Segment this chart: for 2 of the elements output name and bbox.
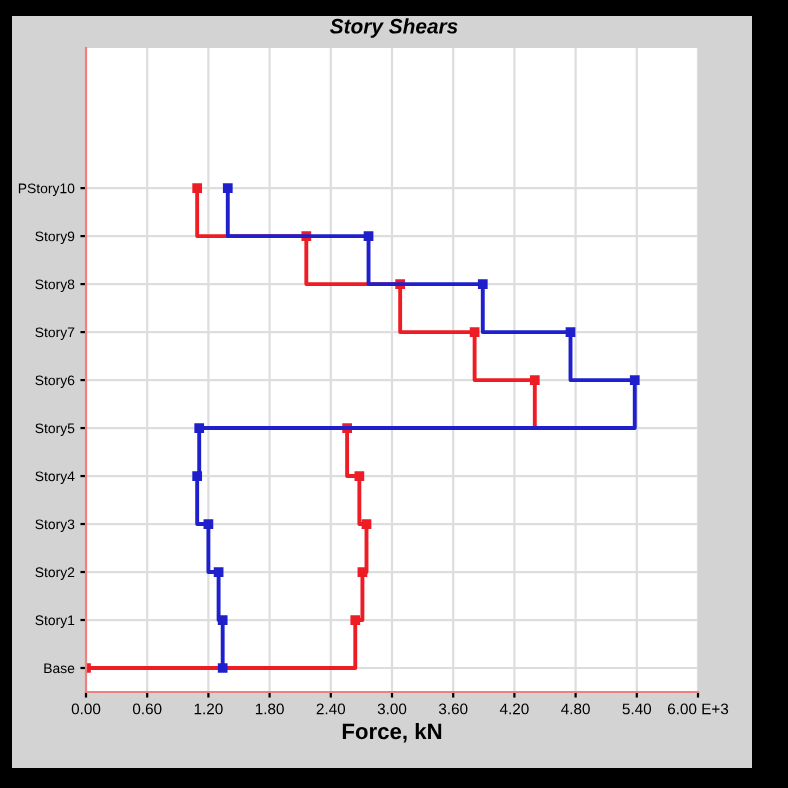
x-axis-title: Force, kN (342, 722, 442, 743)
chart-title: Story Shears (329, 18, 458, 38)
